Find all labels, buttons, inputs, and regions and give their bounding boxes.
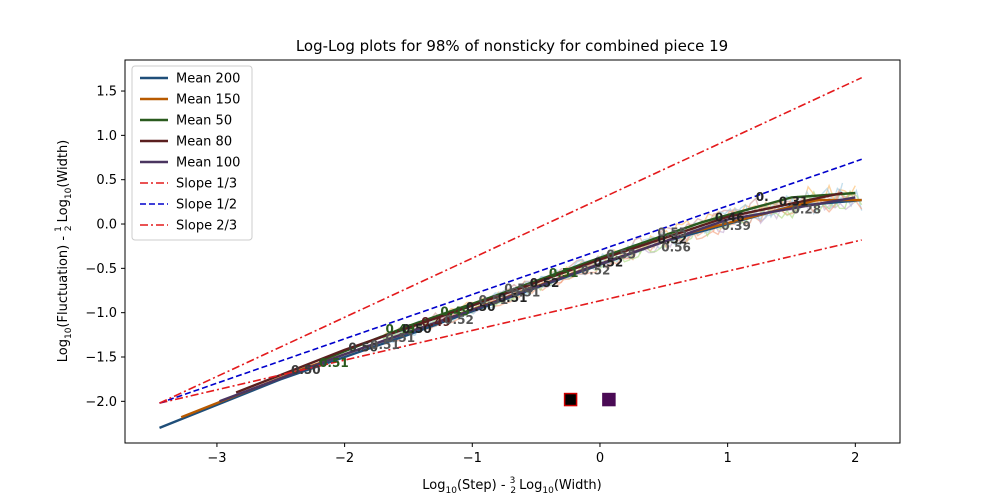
chart-title: Log-Log plots for 98% of nonsticky for c…	[296, 37, 728, 55]
y-title-mid: (Fluctuation) -	[56, 232, 71, 328]
slope-annotation: 0.52	[594, 256, 624, 270]
x-title-frac-den: 2	[510, 486, 516, 496]
x-title-post: (Width)	[554, 478, 602, 493]
slope-annotation: 0.31	[779, 194, 809, 208]
series-line	[159, 158, 862, 404]
slope-annotation: 0.51	[498, 291, 528, 305]
legend-label: Slope 1/2	[176, 198, 237, 213]
x-tick-label: 1	[723, 451, 731, 466]
y-axis-title: Log10(Fluctuation) - 12Log10(Width)	[54, 140, 74, 363]
slope-annotation: 0.46	[715, 210, 745, 224]
slope-annotation: 0.51	[370, 338, 400, 352]
slope-annotation: 0.52	[530, 276, 560, 290]
legend-label: Mean 100	[176, 156, 240, 171]
y-tick-label: −1.0	[85, 306, 117, 321]
y-tick-label: 1.0	[96, 129, 117, 144]
x-axis-title: Log10(Step) - 3 2 Log10(Width)	[422, 476, 601, 496]
y-axis-ticks: −2.0 −1.5 −1.0 −0.5 0.0 0.5 1.0 1.5	[85, 85, 125, 410]
slope-annotation: 0.56	[661, 241, 691, 255]
legend-label: Mean 80	[176, 135, 232, 150]
y-tick-label: −2.0	[85, 395, 117, 410]
x-title-sub2: 10	[542, 486, 554, 496]
slope-annotation: 0.49	[385, 322, 415, 336]
slope-annotation: 0.50	[291, 363, 321, 377]
y-tick-label: −1.5	[85, 351, 117, 366]
slope-annotations: 0.500.510.500.510.510.490.500.490.520.49…	[291, 190, 821, 377]
legend-label: Mean 200	[176, 72, 240, 87]
slope-annotation: 0.51	[511, 286, 541, 300]
x-tick-label: −1	[463, 451, 482, 466]
legend-box	[131, 65, 253, 241]
plot-frame	[124, 59, 901, 444]
x-tick-label: 0	[596, 451, 604, 466]
y-title-frac-den: 2	[64, 225, 74, 231]
slope-annotation: 0.	[756, 190, 769, 204]
y-title-sub1: 10	[64, 327, 74, 339]
slope-annotation: 0.49	[421, 315, 451, 329]
square-marker	[563, 392, 578, 407]
slope-annotation: 0.51	[479, 293, 509, 307]
slope-annotation: 0.55	[606, 248, 636, 262]
y-tick-label: 0.0	[96, 218, 117, 233]
legend-label: Mean 50	[176, 114, 232, 129]
legend-label: Slope 1/3	[176, 177, 237, 192]
slope-annotation: 0.51	[319, 356, 349, 370]
y-title-log: Log	[56, 339, 71, 362]
slope-annotation: 0.50	[402, 322, 432, 336]
slope-annotation: 0.52	[581, 264, 611, 278]
slope-annotation: 0.52	[657, 233, 687, 247]
series-line	[219, 196, 856, 403]
x-tick-label: −2	[335, 451, 354, 466]
slope-annotation: 0.53	[504, 281, 534, 295]
y-tick-label: 0.5	[96, 173, 117, 188]
series-line	[235, 191, 843, 394]
y-title-post: (Width)	[56, 140, 71, 188]
slope-annotation: 0.50	[348, 341, 378, 355]
legend-label: Slope 2/3	[176, 219, 237, 234]
x-title-log: Log	[422, 478, 445, 493]
slope-annotation: 0.28	[791, 202, 821, 216]
slope-annotation: 0.52	[444, 313, 474, 327]
slope-annotation: 0.50	[466, 300, 496, 314]
legend-label: Mean 150	[176, 93, 240, 108]
y-title-frac-num: 1	[54, 226, 64, 232]
x-title-frac-num: 3	[510, 476, 516, 486]
series-line	[318, 191, 856, 363]
slope-annotation: 0.49	[440, 304, 470, 318]
slope-annotation: 0.55	[657, 225, 687, 239]
legend: Mean 200 Mean 150 Mean 50 Mean 80 Mean 100 Sl…	[131, 65, 253, 241]
slope-annotation: 0.51	[385, 331, 415, 345]
x-title-sub1: 10	[446, 486, 458, 496]
x-tick-label: 2	[851, 451, 859, 466]
y-tick-label: 1.5	[96, 85, 117, 100]
slope-annotation: 0.39	[721, 219, 751, 233]
square-marker	[602, 392, 616, 407]
x-tick-label: −3	[207, 451, 226, 466]
slope-annotation: 0.51	[549, 266, 579, 280]
series-group	[159, 76, 863, 430]
x-title-mid: (Step) -	[457, 478, 510, 493]
series-line	[159, 76, 863, 404]
marker-group	[563, 392, 616, 407]
y-tick-label: −0.5	[85, 262, 117, 277]
y-title-log2: Log	[56, 199, 71, 222]
x-axis-ticks: −3 −2 −1 0 1 2	[207, 443, 859, 466]
x-title-log2: Log	[519, 478, 542, 493]
y-title-sub2: 10	[64, 187, 74, 199]
